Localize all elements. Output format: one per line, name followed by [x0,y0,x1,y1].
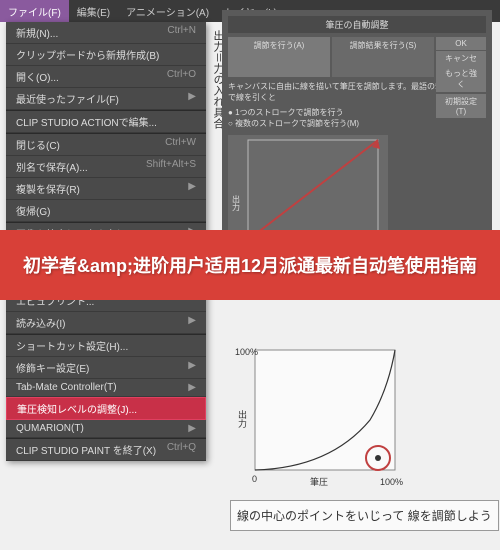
svg-text:筆圧: 筆圧 [310,476,328,487]
menu-item[interactable]: 複製を保存(R)▶ [6,178,206,200]
menu-item[interactable]: クリップボードから新規作成(B) [6,44,206,66]
menu-item[interactable]: CLIP STUDIO ACTIONで編集... [6,111,206,133]
svg-text:100%: 100% [235,347,258,357]
menu-edit[interactable]: 編集(E) [69,0,118,22]
caption-box: 線の中心のポイントをいじって 線を調節しよう [230,500,499,531]
svg-text:0: 0 [252,474,257,484]
tab-adjust[interactable]: 調節を行う(A) [228,37,330,77]
menu-item[interactable]: 修飾キー設定(E)▶ [6,357,206,379]
menu-item[interactable]: ショートカット設定(H)... [6,335,206,357]
svg-text:出力: 出力 [232,194,241,212]
ok-button[interactable]: OK [436,37,486,50]
svg-text:100%: 100% [380,477,403,487]
menu-item[interactable]: QUMARION(T)▶ [6,420,206,438]
menu-item[interactable]: 閉じる(C)Ctrl+W [6,134,206,156]
menu-anim[interactable]: アニメーション(A) [118,0,217,22]
svg-text:出力: 出力 [237,409,247,429]
title-banner: 初学者&amp;进阶用户适用12月派通最新自动笔使用指南 [0,230,500,300]
dialog-title: 筆圧の自動調整 [228,16,486,33]
menu-item[interactable]: Tab-Mate Controller(T)▶ [6,379,206,397]
menu-item[interactable]: 筆圧検知レベルの調整(J)... [6,397,206,420]
menu-item[interactable]: 新規(N)...Ctrl+N [6,22,206,44]
menu-item[interactable]: 開く(O)...Ctrl+O [6,66,206,88]
menu-item[interactable]: 復帰(G) [6,200,206,222]
stronger-button[interactable]: もっと強く [436,66,486,92]
tab-result[interactable]: 調節結果を行う(S) [332,37,434,77]
menu-item[interactable]: 最近使ったファイル(F)▶ [6,88,206,110]
reset-button[interactable]: 初期設定(T) [436,94,486,118]
menu-file[interactable]: ファイル(F) [0,0,69,22]
menu-item[interactable]: 別名で保存(A)...Shift+Alt+S [6,156,206,178]
lower-chart: 100% 出力 0 筆圧 100% [230,340,410,490]
menu-item[interactable]: CLIP STUDIO PAINT を終了(X)Ctrl+Q [6,439,206,461]
radio-2[interactable]: ○ 複数のストロークで調節を行う(M) [228,118,486,129]
menu-item[interactable]: 読み込み(I)▶ [6,312,206,334]
